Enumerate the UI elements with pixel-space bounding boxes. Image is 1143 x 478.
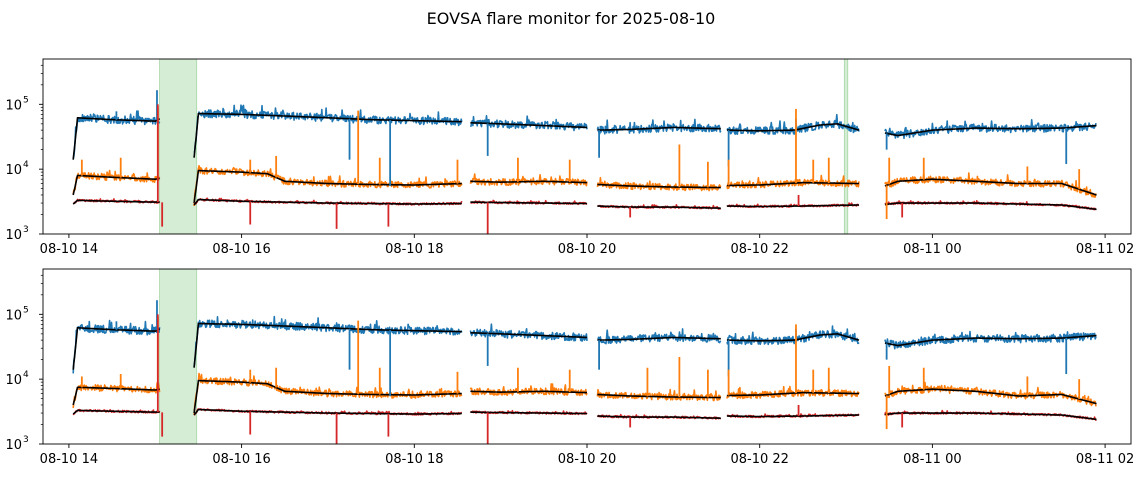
smooth-blue xyxy=(72,112,1097,160)
x-tick-label: 08-11 00 xyxy=(903,452,961,467)
smoothed-line-blue xyxy=(470,121,588,129)
smooth-red xyxy=(72,408,1097,421)
x-tick-label: 08-10 16 xyxy=(212,242,270,257)
y-tick-label: 10 xyxy=(5,438,22,453)
panel-bottom: 08-10 14 08-10 16 08-10 18 08-10 20 08-10 22… xyxy=(5,268,1134,467)
y-tick-exponent: 4 xyxy=(23,160,29,170)
plot-area xyxy=(72,59,1097,234)
smoothed-line-orange xyxy=(884,178,1097,196)
y-tick-exponent: 3 xyxy=(23,225,29,235)
flare-span xyxy=(159,59,198,234)
smoothed-line-blue xyxy=(193,322,462,368)
smoothed-line-orange xyxy=(597,393,721,399)
smoothed-line-blue xyxy=(597,126,721,131)
y-tick-label: 10 xyxy=(5,163,22,178)
smoothed-line-blue xyxy=(884,124,1097,137)
smooth-orange xyxy=(72,169,1097,204)
smoothed-line-red xyxy=(884,412,1097,421)
x-tick-label: 08-10 22 xyxy=(730,242,788,257)
smoothed-line-orange xyxy=(726,391,860,397)
smoothed-line-red xyxy=(470,201,588,205)
series-line-orange xyxy=(193,372,463,415)
series-line-blue xyxy=(469,115,588,132)
x-tick-label: 08-11 02 xyxy=(1076,242,1134,257)
x-tick-label: 08-11 00 xyxy=(903,242,961,257)
series-blue xyxy=(72,315,1097,374)
x-tick-label: 08-10 18 xyxy=(385,452,443,467)
smoothed-line-blue xyxy=(72,117,161,160)
series-orange xyxy=(72,372,1097,415)
y-tick-label: 10 xyxy=(5,308,22,323)
smoothed-line-orange xyxy=(597,183,721,189)
smoothed-line-red xyxy=(470,411,588,415)
panel-top: 08-10 14 08-10 16 08-10 18 08-10 20 08-10 22… xyxy=(5,58,1134,257)
series-line-blue xyxy=(193,104,463,153)
smoothed-line-orange xyxy=(884,388,1097,405)
x-tick-label: 08-10 22 xyxy=(730,452,788,467)
series-line-orange xyxy=(726,385,860,400)
x-tick-label: 08-10 18 xyxy=(385,242,443,257)
smoothed-line-red xyxy=(726,204,860,208)
smoothed-line-blue xyxy=(884,334,1097,347)
smoothed-line-blue xyxy=(726,123,860,132)
x-tick-label: 08-10 14 xyxy=(40,452,98,467)
smoothed-line-orange xyxy=(193,169,462,204)
y-tick-exponent: 4 xyxy=(23,370,29,380)
smoothed-line-orange xyxy=(72,174,160,196)
series-line-orange xyxy=(596,176,722,192)
y-tick-exponent: 5 xyxy=(23,305,29,315)
smooth-red xyxy=(72,198,1097,211)
smoothed-line-orange xyxy=(470,390,588,394)
smooth-blue xyxy=(72,322,1097,370)
y-tick-label: 10 xyxy=(5,228,22,243)
smoothed-line-orange xyxy=(193,379,462,414)
axes-frame xyxy=(42,58,1132,235)
smoothed-line-orange xyxy=(72,386,160,406)
smoothed-line-red xyxy=(193,408,462,416)
smoothed-line-red xyxy=(597,415,721,419)
smoothed-line-blue xyxy=(726,333,860,342)
smoothed-line-red xyxy=(72,409,160,415)
series-blue xyxy=(72,104,1097,159)
series-line-blue xyxy=(884,330,1097,350)
series-line-blue xyxy=(193,315,463,367)
x-tick-label: 08-10 14 xyxy=(40,242,98,257)
smoothed-line-blue xyxy=(597,336,721,341)
series-line-orange xyxy=(469,383,588,397)
y-tick-label: 10 xyxy=(5,98,22,113)
smoothed-line-orange xyxy=(470,180,588,184)
flare-span xyxy=(843,59,849,234)
series-line-blue xyxy=(726,325,860,346)
series-line-blue xyxy=(597,328,722,345)
smoothed-line-red xyxy=(193,198,462,206)
y-tick-exponent: 5 xyxy=(23,95,29,105)
flare-span xyxy=(159,269,198,444)
y-tick-exponent: 3 xyxy=(23,435,29,445)
smoothed-line-blue xyxy=(193,112,462,158)
plot-area xyxy=(72,269,1097,444)
x-tick-label: 08-10 16 xyxy=(212,452,270,467)
series-line-orange xyxy=(884,381,1097,407)
smoothed-line-orange xyxy=(726,181,860,187)
smoothed-line-red xyxy=(597,205,721,209)
y-tick-label: 10 xyxy=(5,373,22,388)
chart-title: EOVSA flare monitor for 2025-08-10 xyxy=(427,9,716,28)
series-line-blue xyxy=(596,118,722,135)
smooth-orange xyxy=(72,379,1097,414)
smoothed-line-red xyxy=(72,199,160,205)
x-tick-label: 08-10 20 xyxy=(558,242,616,257)
axes-frame xyxy=(42,268,1132,445)
smoothed-line-red xyxy=(884,202,1097,211)
series-line-orange xyxy=(726,174,860,190)
x-tick-label: 08-11 02 xyxy=(1076,452,1134,467)
smoothed-line-blue xyxy=(470,331,588,339)
series-line-orange xyxy=(72,169,161,195)
smoothed-line-red xyxy=(726,414,860,418)
x-tick-label: 08-10 20 xyxy=(558,452,616,467)
